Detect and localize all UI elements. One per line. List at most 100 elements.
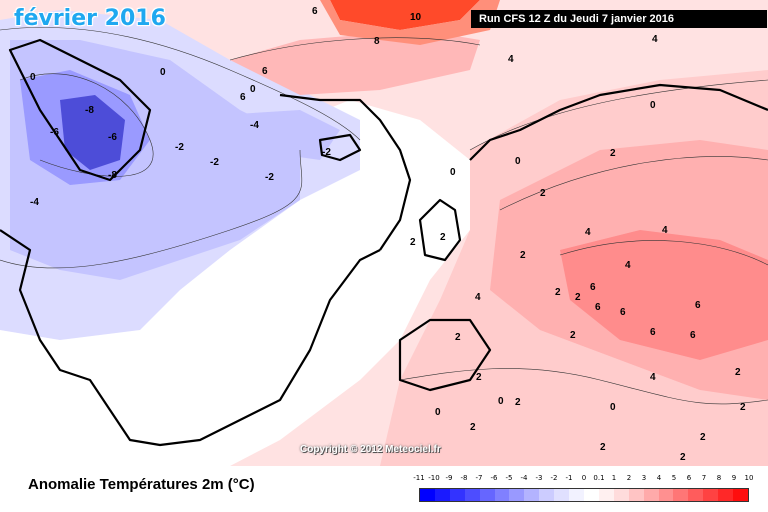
- contour-value-label: 6: [650, 327, 656, 338]
- coastline-greenland: [8, 38, 152, 182]
- contour-value-label: 4: [652, 34, 658, 45]
- legend-swatch: [658, 489, 674, 501]
- contour-value-label: -2: [175, 142, 184, 153]
- contour-value-label: 4: [625, 260, 631, 271]
- coastlines: [0, 38, 768, 447]
- legend-tick-labels: -11 -10 -9 -8 -7 -6 -5 -4 -3 -2 -1 0 0.1 1 2 3 4 5 6 7 8 9 10: [413, 474, 753, 486]
- contour-value-label: 2: [740, 402, 746, 413]
- legend-tick-label: -3: [535, 474, 543, 482]
- contour-value-label: 2: [540, 188, 546, 199]
- legend-color-bar: [419, 488, 749, 502]
- contour-value-label: -8: [85, 105, 94, 116]
- legend-swatch: [434, 489, 450, 501]
- legend-swatch: [479, 489, 495, 501]
- legend-tick-label: 5: [671, 474, 677, 482]
- coastline-atlantic-edge: [279, 93, 412, 251]
- legend-swatch: [703, 489, 719, 501]
- contour-value-label: 2: [570, 330, 576, 341]
- contour-value-label: 0: [160, 67, 166, 78]
- legend-tick-label: 9: [731, 474, 737, 482]
- contour-value-label: 2: [520, 250, 526, 261]
- contour-value-label: 0: [250, 84, 256, 95]
- legend-swatch: [598, 489, 614, 501]
- legend-tick-label: 0: [581, 474, 587, 482]
- warm-zone-arctic-edge: [320, 0, 500, 45]
- contour-value-label: -2: [265, 172, 274, 183]
- copyright-text: Copyright © 2012 Meteociel.fr: [300, 444, 441, 455]
- contour-value-label: 6: [695, 300, 701, 311]
- coastline-british-isles: [418, 198, 462, 262]
- legend-swatch: [554, 489, 570, 501]
- contour-value-label: 2: [735, 367, 741, 378]
- contour-value-label: -6: [50, 127, 59, 138]
- legend-tick-label: -10: [428, 474, 440, 482]
- legend-swatch: [494, 489, 510, 501]
- legend-swatch: [718, 489, 734, 501]
- contour-value-label: 6: [262, 66, 268, 77]
- legend-tick-label: -11: [413, 474, 425, 482]
- contour-value-label: 6: [590, 282, 596, 293]
- contour-value-label: 8: [374, 36, 380, 47]
- legend-tick-label: 6: [686, 474, 692, 482]
- legend-swatch: [539, 489, 555, 501]
- coastline-iceland: [318, 133, 362, 162]
- coastline-north-america: [0, 229, 381, 447]
- warm-zone-arctic: [330, 0, 480, 30]
- contour-value-label: 2: [476, 372, 482, 383]
- contour-value-label: 6: [595, 302, 601, 313]
- legend-tick-label: 8: [716, 474, 722, 482]
- legend-swatch: [449, 489, 465, 501]
- legend-tick-label: -8: [460, 474, 468, 482]
- legend-tick-label: 1: [611, 474, 617, 482]
- cold-zone-core: [60, 95, 125, 170]
- legend-tick-label: -9: [445, 474, 453, 482]
- contour-value-label: 2: [410, 237, 416, 248]
- contour-value-label: 2: [610, 148, 616, 159]
- legend-swatch: [420, 489, 435, 501]
- contour-value-label: 2: [455, 332, 461, 343]
- legend-tick-label: -7: [475, 474, 483, 482]
- legend-tick-label: 2: [626, 474, 632, 482]
- contour-value-label: 0: [435, 407, 441, 418]
- legend-tick-label: 3: [641, 474, 647, 482]
- legend-tick-label: 0.1: [593, 474, 605, 482]
- contour-value-label: 0: [610, 402, 616, 413]
- contour-value-label: 2: [600, 442, 606, 453]
- contour-value-label: 0: [450, 167, 456, 178]
- contour-value-label: 2: [555, 287, 561, 298]
- contour-value-label: 0: [650, 100, 656, 111]
- period-label: février 2016: [14, 6, 166, 31]
- contour-value-label: 4: [662, 225, 668, 236]
- contour-value-label: 2: [575, 292, 581, 303]
- color-legend: -11 -10 -9 -8 -7 -6 -5 -4 -3 -2 -1 0 0.1 1 2 3 4 5 6 7 8 9 10: [413, 474, 753, 510]
- legend-swatch: [628, 489, 644, 501]
- warm-zone-strong: [560, 230, 768, 360]
- cold-zone-scandi-gap: [220, 110, 340, 160]
- legend-tick-label: -1: [565, 474, 573, 482]
- legend-swatch: [643, 489, 659, 501]
- legend-swatch: [524, 489, 540, 501]
- run-info-banner: Run CFS 12 Z du Jeudi 7 janvier 2016: [471, 10, 767, 28]
- legend-tick-label: 4: [656, 474, 662, 482]
- neutral-zone: [0, 100, 470, 466]
- contour-value-label: 6: [312, 6, 318, 17]
- contour-value-label: 2: [515, 397, 521, 408]
- contour-value-label: -8: [108, 170, 117, 181]
- legend-tick-label: 7: [701, 474, 707, 482]
- contour-value-label: 4: [508, 54, 514, 65]
- contour-value-label: 2: [470, 422, 476, 433]
- legend-tick-label: 10: [744, 474, 754, 482]
- contour-value-label: 4: [650, 372, 656, 383]
- map-title: Anomalie Températures 2m (°C): [28, 476, 255, 493]
- coastline-iberia: [398, 318, 492, 392]
- contour-value-label: -4: [250, 120, 259, 131]
- legend-swatch: [673, 489, 689, 501]
- contour-value-label: -6: [108, 132, 117, 143]
- legend-tick-label: -5: [505, 474, 513, 482]
- contour-value-label: 6: [690, 330, 696, 341]
- contour-value-label: -2: [322, 147, 331, 158]
- legend-tick-label: -2: [550, 474, 558, 482]
- legend-swatch: [583, 489, 599, 501]
